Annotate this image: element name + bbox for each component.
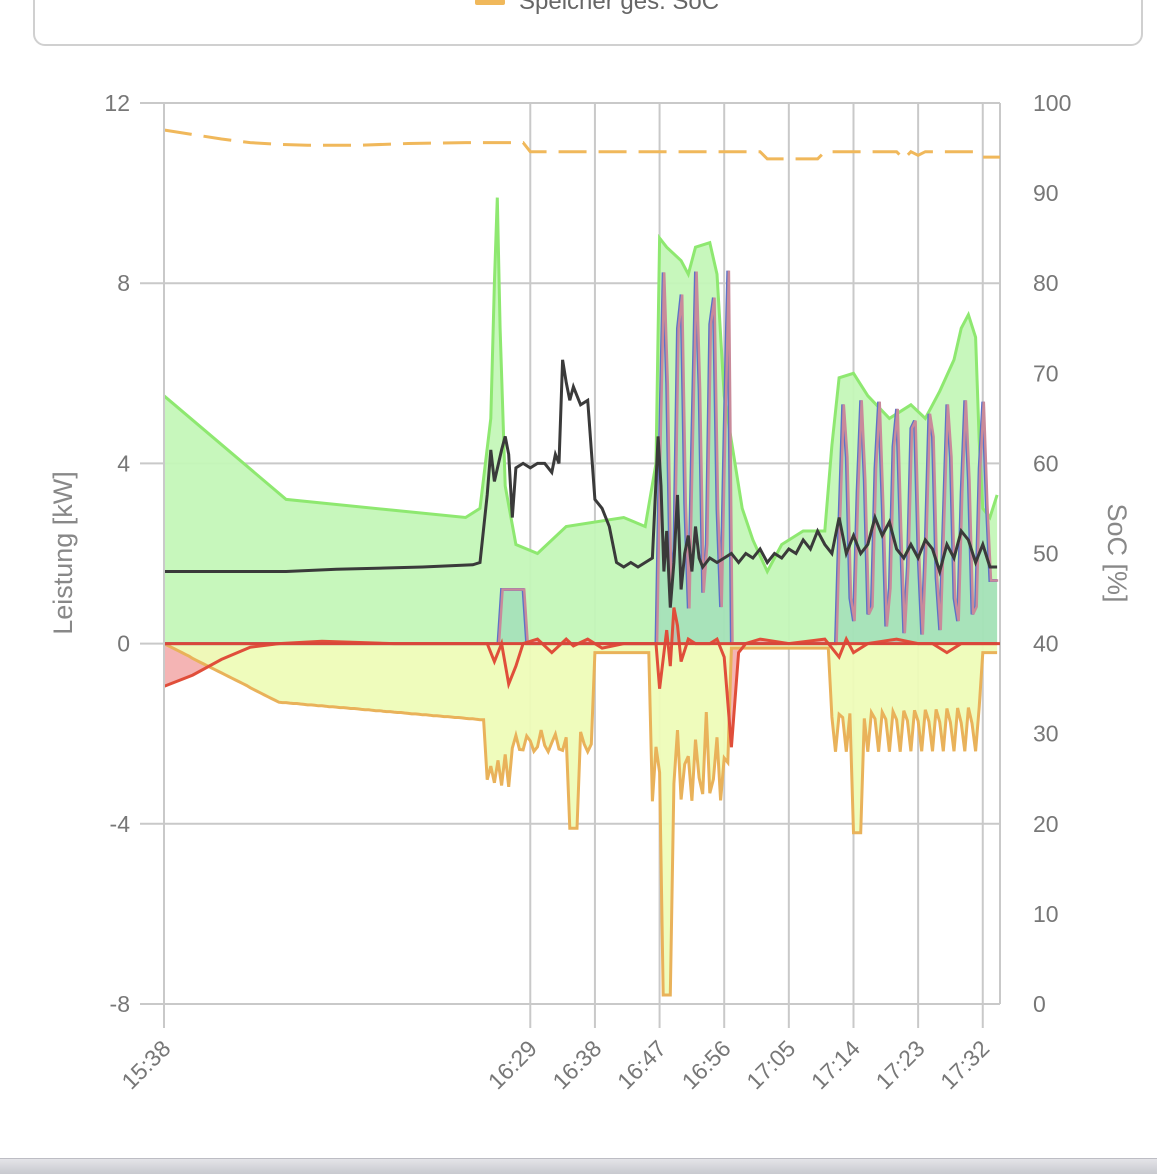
grid-power-line (163, 607, 998, 748)
legend-item-soc[interactable]: Speicher ges. SoC (475, 0, 719, 16)
x-tick-label: 17:23 (871, 1035, 930, 1094)
battery-power-area (164, 643, 998, 995)
x-tick-label: 17:05 (741, 1035, 800, 1094)
y-right-tick-label: 20 (1033, 811, 1059, 837)
pv-area (164, 197, 998, 644)
soc-line (163, 128, 1000, 162)
y-right-tick-label: 10 (1033, 901, 1059, 927)
x-tick-label: 16:47 (612, 1035, 671, 1094)
y-right-tick-label: 30 (1033, 721, 1059, 747)
y-right-tick-label: 90 (1033, 180, 1059, 206)
legend-swatch-soc (475, 0, 505, 5)
consumption-line (164, 359, 998, 608)
x-tick-label: 17:14 (806, 1035, 865, 1094)
line-layer (163, 128, 1000, 997)
x-tick-label: 16:56 (677, 1035, 736, 1094)
x-tick-label: 16:29 (483, 1035, 542, 1094)
y-right-tick-label: 100 (1033, 90, 1071, 116)
y-right-tick-label: 50 (1033, 541, 1059, 567)
x-tick-label: 15:38 (116, 1035, 175, 1094)
y-left-tick-label: 12 (104, 90, 130, 116)
y-left-tick-label: 8 (117, 270, 130, 296)
y-left-tick-label: -8 (110, 991, 130, 1017)
y-left-tick-label: 0 (117, 631, 130, 657)
y-right-tick-label: 80 (1033, 270, 1059, 296)
x-tick-label: 17:32 (935, 1035, 994, 1094)
y-left-tick-label: -4 (110, 811, 131, 837)
y-right-tick-label: 40 (1033, 631, 1059, 657)
y-right-tick-label: 0 (1033, 991, 1046, 1017)
legend-panel: Speicher ges. SoC (33, 0, 1143, 46)
area-fill-layer (164, 197, 998, 995)
bottom-bar (0, 1158, 1157, 1174)
battery-charge-area (164, 270, 998, 644)
y-right-tick-label: 60 (1033, 450, 1059, 476)
x-tick-label: 16:38 (547, 1035, 606, 1094)
y-axis-right-title: SoC [%] (1102, 503, 1132, 602)
y-axis-left-title: Leistung [kW] (48, 471, 78, 635)
battery-power-line (163, 642, 998, 997)
y-right-tick-label: 70 (1033, 360, 1059, 386)
y-left-tick-label: 4 (117, 450, 130, 476)
legend-label-soc: Speicher ges. SoC (519, 0, 720, 15)
